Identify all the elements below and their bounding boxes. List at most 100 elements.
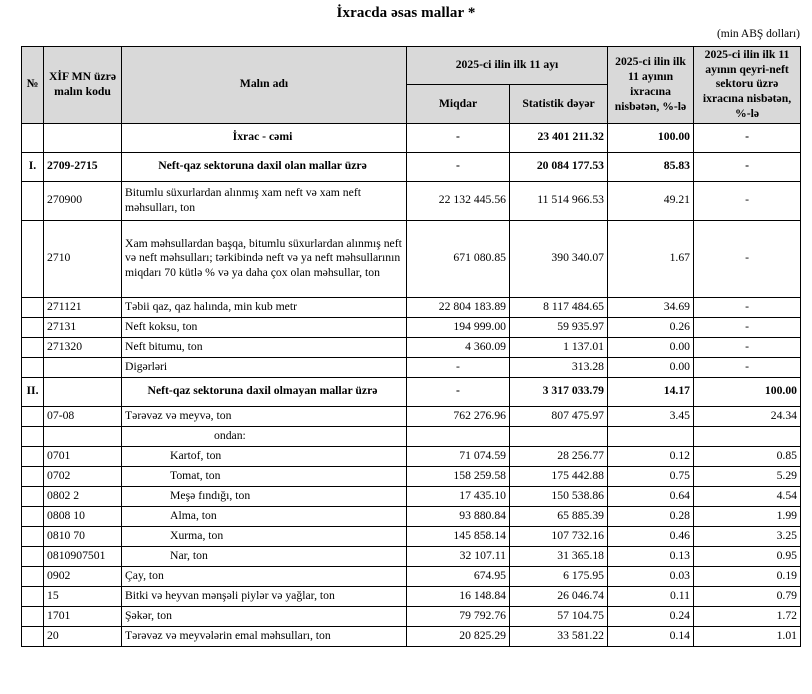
row-name-cell: Neft-qaz sektoruna daxil olan mallar üzr… bbox=[121, 151, 407, 182]
row-code-cell: 0902 bbox=[43, 565, 122, 587]
row-stat-value-cell: 150 538.86 bbox=[508, 485, 609, 507]
row-number-cell bbox=[21, 605, 44, 627]
row-pct-export-cell: 1.67 bbox=[607, 219, 695, 298]
row-pct-export-cell: 34.69 bbox=[607, 296, 695, 318]
table-row: İxrac - cəmi -23 401 211.32 100.00- bbox=[21, 122, 802, 153]
row-quantity-cell: 16 148.84 bbox=[406, 585, 510, 607]
row-number-cell bbox=[21, 505, 44, 527]
row-code-cell bbox=[43, 122, 122, 153]
row-code-cell: 07-08 bbox=[43, 405, 122, 427]
row-quantity-cell: 4 360.09 bbox=[406, 336, 510, 358]
row-pct-nonoil-cell: - bbox=[693, 356, 802, 378]
row-number-cell bbox=[21, 405, 44, 427]
row-pct-nonoil-cell: - bbox=[693, 151, 802, 182]
table-row: 07-08 Tərəvəz və meyvə, ton 762 276.96 807 … bbox=[21, 405, 802, 427]
row-name-cell: Kartof, ton bbox=[121, 445, 407, 467]
row-name-cell: Tomat, ton bbox=[121, 465, 407, 487]
row-name-cell: Təbii qaz, qaz halında, min kub metr bbox=[121, 296, 407, 318]
row-code-cell: 0701 bbox=[43, 445, 122, 467]
table-header: № XİF MN üzrə malın kodu Malın adı 2025-… bbox=[21, 45, 802, 124]
row-pct-nonoil-cell: 5.29 bbox=[693, 465, 802, 487]
row-pct-export-cell: 100.00 bbox=[607, 122, 695, 153]
row-number-cell bbox=[21, 219, 44, 298]
row-quantity-cell: 158 259.58 bbox=[406, 465, 510, 487]
row-stat-value-cell: 175 442.88 bbox=[508, 465, 609, 487]
table-row: ondan: bbox=[21, 425, 802, 447]
row-code-cell: 0810907501 bbox=[43, 545, 122, 567]
row-quantity-cell: - bbox=[406, 122, 510, 153]
row-name-cell: Alma, ton bbox=[121, 505, 407, 527]
table-row: 0702 Tomat, ton 158 259.58 175 442.88 0.75 5.… bbox=[21, 465, 802, 487]
row-number-cell bbox=[21, 465, 44, 487]
row-number-cell bbox=[21, 180, 44, 221]
row-number-cell bbox=[21, 425, 44, 447]
header-row-1: № XİF MN üzrə malın kodu Malın adı 2025-… bbox=[21, 45, 802, 124]
row-pct-export-cell: 0.00 bbox=[607, 356, 695, 378]
row-name-cell: Xurma, ton bbox=[121, 525, 407, 547]
row-pct-nonoil-cell: 3.25 bbox=[693, 525, 802, 547]
row-name-cell: Xam məhsullardan başqa, bitumlu süxurlar… bbox=[121, 219, 407, 298]
row-pct-nonoil-cell: 1.01 bbox=[693, 625, 802, 647]
row-pct-nonoil-cell: 0.85 bbox=[693, 445, 802, 467]
row-pct-export-cell: 0.64 bbox=[607, 485, 695, 507]
row-number-cell bbox=[21, 545, 44, 567]
row-pct-export-cell bbox=[607, 425, 695, 447]
row-name-cell: Bitumlu süxurlardan alınmış xam neft və … bbox=[121, 180, 407, 221]
row-number-cell bbox=[21, 445, 44, 467]
row-name-cell: Nar, ton bbox=[121, 545, 407, 567]
row-code-cell: 20 bbox=[43, 625, 122, 647]
row-quantity-cell: 762 276.96 bbox=[406, 405, 510, 427]
row-quantity-cell: 71 074.59 bbox=[406, 445, 510, 467]
row-pct-nonoil-cell: 1.72 bbox=[693, 605, 802, 627]
row-quantity-cell: 22 804 183.89 bbox=[406, 296, 510, 318]
row-stat-value-cell: 57 104.75 bbox=[508, 605, 609, 627]
row-quantity-cell: 17 435.10 bbox=[406, 485, 510, 507]
header-stat-value: Statistik dəyər bbox=[508, 84, 609, 124]
row-stat-value-cell: 20 084 177.53 bbox=[508, 151, 609, 182]
row-pct-nonoil-cell: 0.79 bbox=[693, 585, 802, 607]
header-row-2: Miqdar Statistik dəyər bbox=[22, 84, 801, 124]
row-code-cell bbox=[43, 425, 122, 447]
row-name-cell: Tərəvəz və meyvələrin emal məhsulları, t… bbox=[121, 625, 407, 647]
row-stat-value-cell: 8 117 484.65 bbox=[508, 296, 609, 318]
row-code-cell: 2710 bbox=[43, 219, 122, 298]
row-stat-value-cell: 807 475.97 bbox=[508, 405, 609, 427]
row-code-cell bbox=[43, 356, 122, 378]
row-stat-value-cell: 28 256.77 bbox=[508, 445, 609, 467]
row-pct-export-cell: 0.75 bbox=[607, 465, 695, 487]
row-number-cell: II. bbox=[21, 376, 44, 407]
row-name-cell: Neft bitumu, ton bbox=[121, 336, 407, 358]
row-code-cell: 0808 10 bbox=[43, 505, 122, 527]
row-stat-value-cell: 3 317 033.79 bbox=[508, 376, 609, 407]
table-row: 0810907501 Nar, ton 32 107.11 31 365.18 0.13… bbox=[21, 545, 802, 567]
header-name: Malın adı bbox=[121, 46, 407, 124]
table-row: I. 2709-2715 Neft-qaz sektoruna daxil olan… bbox=[21, 151, 802, 182]
row-number-cell bbox=[21, 336, 44, 358]
row-name-cell: Bitki və heyvan mənşəli piylər və yağlar… bbox=[121, 585, 407, 607]
row-number-cell bbox=[21, 585, 44, 607]
table-row: 0802 2 Meşə fındığı, ton 17 435.10 150 538.… bbox=[21, 485, 802, 507]
row-code-cell: 2709-2715 bbox=[43, 151, 122, 182]
table-row: 0808 10 Alma, ton 93 880.84 65 885.39 0.28 1.… bbox=[21, 505, 802, 527]
table-row: 15 Bitki və heyvan mənşəli piylər və yağl… bbox=[21, 585, 802, 607]
row-pct-nonoil-cell: 0.19 bbox=[693, 565, 802, 587]
row-pct-nonoil-cell: 24.34 bbox=[693, 405, 802, 427]
row-pct-nonoil-cell: - bbox=[693, 122, 802, 153]
row-name-cell: Neft koksu, ton bbox=[121, 316, 407, 338]
row-pct-nonoil-cell: 0.95 bbox=[693, 545, 802, 567]
row-number-cell bbox=[21, 565, 44, 587]
units-note: (min ABŞ dolları) bbox=[716, 28, 800, 40]
row-pct-export-cell: 0.46 bbox=[607, 525, 695, 547]
row-number-cell bbox=[21, 296, 44, 318]
row-code-cell: 270900 bbox=[43, 180, 122, 221]
row-name-cell: İxrac - cəmi bbox=[121, 122, 407, 153]
table-row: 271121 Təbii qaz, qaz halında, min kub me… bbox=[21, 296, 802, 318]
row-quantity-cell: 145 858.14 bbox=[406, 525, 510, 547]
row-stat-value-cell: 6 175.95 bbox=[508, 565, 609, 587]
header-pct-of-export: 2025-ci ilin ilk 11 ayının ixracına nisb… bbox=[607, 46, 695, 124]
row-quantity-cell: - bbox=[406, 376, 510, 407]
row-code-cell: 0810 70 bbox=[43, 525, 122, 547]
row-pct-nonoil-cell bbox=[693, 425, 802, 447]
row-number-cell bbox=[21, 356, 44, 378]
row-pct-export-cell: 0.03 bbox=[607, 565, 695, 587]
